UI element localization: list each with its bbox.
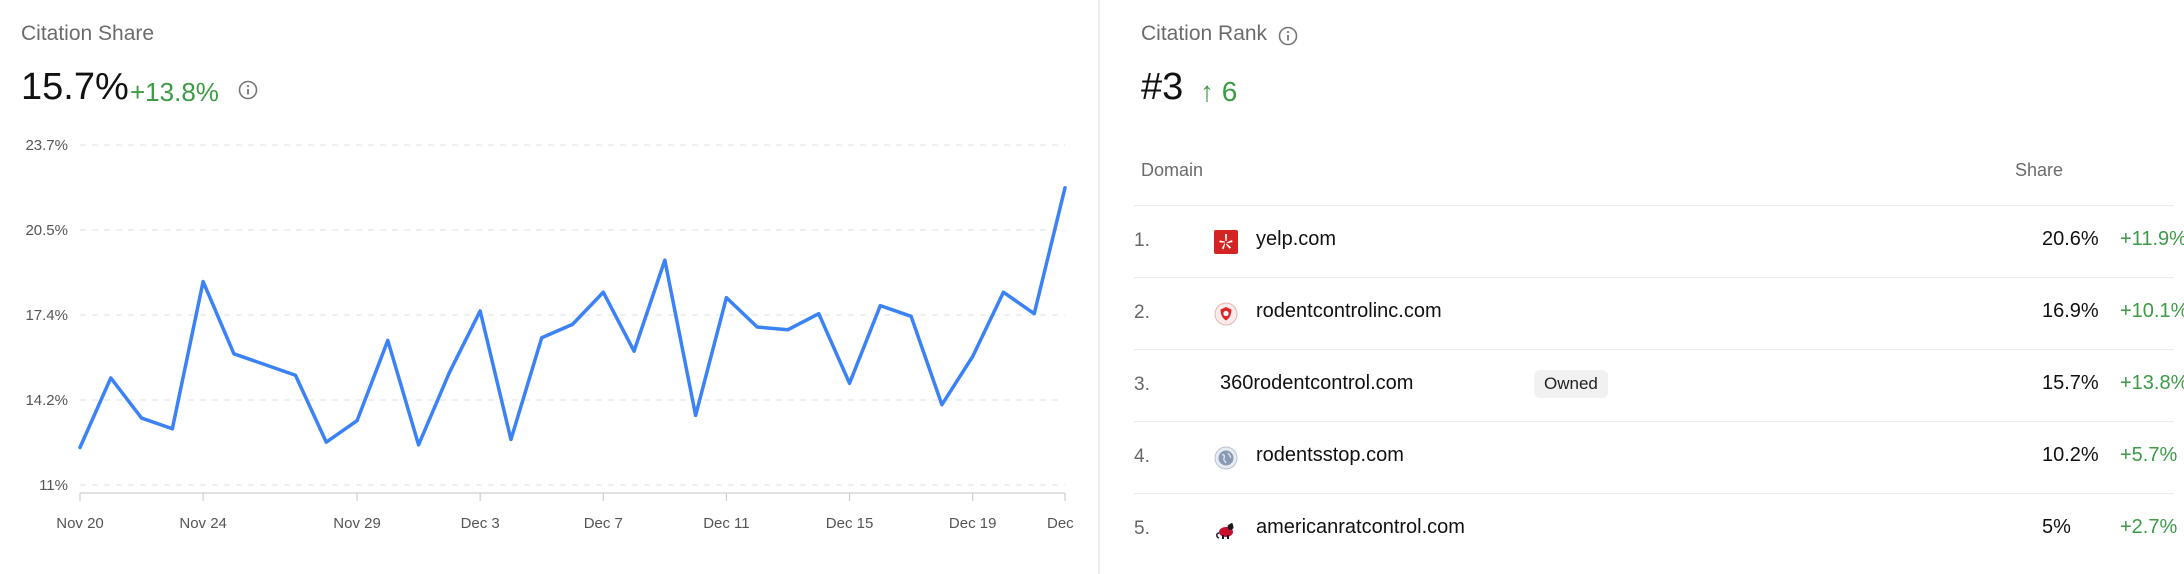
rat-logo-icon <box>1216 523 1234 539</box>
x-axis: Nov 20 Nov 24 Nov 29 Dec 3 Dec 7 Dec 11 Dec 15… <box>56 492 1074 532</box>
table-row[interactable]: 3. 360rodentcontrol.com Owned 15.7% +13.… <box>1134 349 2184 421</box>
yelp-icon <box>1214 230 1238 254</box>
share-value: 5% <box>2042 516 2071 538</box>
citation-share-title: Citation Share <box>21 22 155 45</box>
table-row[interactable]: 5. americanratcontrol.com 5% +2.7% <box>1134 493 2178 565</box>
citation-share-panel: Citation Share 15.7% +13.8% 23.7% 20.5% 17… <box>21 22 1074 532</box>
share-delta: +13.8% <box>2120 372 2184 394</box>
series-line <box>78 186 1067 450</box>
x-tick-label: Dec 3 <box>461 515 500 532</box>
row-rank: 3. <box>1134 374 1150 395</box>
x-tick-label: Nov 24 <box>179 515 227 532</box>
row-rank: 1. <box>1134 230 1150 251</box>
citation-share-value: 15.7% <box>21 66 129 108</box>
owned-badge: Owned <box>1534 370 1608 398</box>
share-delta: +11.9% <box>2120 228 2184 250</box>
x-tick-label: Dec 19 <box>949 515 997 532</box>
x-tick-label: Dec 11 <box>703 515 749 532</box>
domain-link[interactable]: yelp.com <box>1256 228 1337 250</box>
rank-change-value: 6 <box>1221 76 1238 107</box>
column-header-share[interactable]: Share <box>2015 160 2064 180</box>
share-value: 15.7% <box>2042 372 2099 394</box>
column-header-domain[interactable]: Domain <box>1141 160 1204 180</box>
y-tick-label: 17.4% <box>25 307 68 324</box>
share-value: 10.2% <box>2042 444 2099 466</box>
row-rank: 2. <box>1134 302 1150 323</box>
chart-grid <box>80 144 1065 486</box>
arrow-up-icon: ↑ <box>1200 76 1214 107</box>
citation-share-chart: 23.7%20.5%17.4%14.2%11% Nov 20 Nov 24 Nov … <box>25 137 1074 532</box>
table-row[interactable]: 4. rodentsstop.com 10.2% +5.7% <box>1134 421 2178 493</box>
citation-rank-title: Citation Rank <box>1141 22 1268 45</box>
info-icon[interactable] <box>238 80 258 100</box>
y-tick-label: 23.7% <box>25 137 68 154</box>
share-value: 20.6% <box>2042 228 2099 250</box>
y-axis: 23.7% 20.5% 17.4% 14.2% 11% <box>25 137 68 494</box>
panel-divider <box>1098 0 1100 574</box>
row-rank: 5. <box>1134 518 1150 539</box>
shield-icon <box>1214 302 1238 326</box>
citation-share-delta: +13.8% <box>130 77 219 107</box>
table-row[interactable]: 1. yelp.com 20.6% +11.9% <box>1134 205 2184 277</box>
globe-icon <box>1214 446 1238 470</box>
row-rank: 4. <box>1134 446 1150 467</box>
domain-link[interactable]: rodentcontrolinc.com <box>1256 300 1442 322</box>
info-icon[interactable] <box>1278 26 1298 46</box>
chart-series <box>78 186 1067 450</box>
domain-link[interactable]: 360rodentcontrol.com <box>1220 372 1414 394</box>
domain-link[interactable]: americanratcontrol.com <box>1256 516 1465 538</box>
citation-rank-panel: Citation Rank #3 ↑ 6 Domain Share 1. yel… <box>1100 0 2184 574</box>
x-tick-label: Nov 20 <box>56 515 104 532</box>
x-tick-label: Nov 29 <box>333 515 381 532</box>
y-tick-label: 14.2% <box>25 392 68 409</box>
x-tick-label: Dec <box>1047 515 1074 532</box>
y-tick-label: 20.5% <box>25 222 68 239</box>
x-tick-label: Dec 15 <box>826 515 874 532</box>
citation-rank-value: #3 <box>1141 66 1184 108</box>
share-delta: +2.7% <box>2120 516 2178 538</box>
share-delta: +10.1% <box>2120 300 2184 322</box>
table-row[interactable]: 2. rodentcontrolinc.com 16.9% +10.1% <box>1134 277 2184 349</box>
y-tick-label: 11% <box>39 477 68 494</box>
x-tick-label: Dec 7 <box>584 515 623 532</box>
citation-rank-delta: ↑ 6 <box>1200 76 1237 108</box>
share-value: 16.9% <box>2042 300 2099 322</box>
domain-link[interactable]: rodentsstop.com <box>1256 444 1404 466</box>
share-delta: +5.7% <box>2120 444 2178 466</box>
